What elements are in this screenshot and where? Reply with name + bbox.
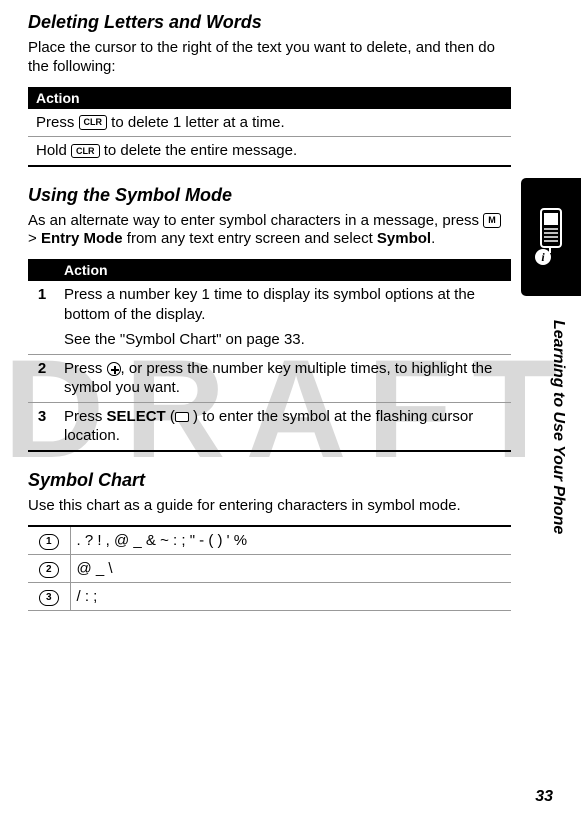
chars-cell: / : ;: [70, 583, 511, 611]
step-number: 2: [28, 354, 56, 402]
numkey-icon: 1: [39, 534, 59, 550]
table-row: Hold CLR to delete the entire message.: [28, 137, 511, 166]
key-cell: 3: [28, 583, 70, 611]
page-number: 33: [535, 788, 553, 806]
table-header: Action: [28, 87, 511, 109]
chars-cell: . ? ! , @ _ & ~ : ; " - ( ) ' %: [70, 526, 511, 555]
clr-key-icon: CLR: [79, 115, 108, 130]
clr-key-icon: CLR: [71, 144, 100, 159]
symbol-label: Symbol: [377, 230, 431, 247]
entry-mode-label: Entry Mode: [41, 230, 123, 247]
soft-key-icon: [175, 412, 189, 422]
nav-key-icon: [107, 362, 121, 376]
select-label: SELECT: [107, 408, 166, 425]
table-row: Press a number key 1 time to display its…: [56, 281, 511, 354]
key-cell: 1: [28, 526, 70, 555]
action-table-symbol: Action 1 Press a number key 1 time to di…: [28, 259, 511, 452]
heading-symbol-chart: Symbol Chart: [28, 470, 511, 491]
table-row: Press SELECT ( ) to enter the symbol at …: [56, 402, 511, 451]
key-cell: 2: [28, 555, 70, 583]
numkey-icon: 2: [39, 562, 59, 578]
chars-cell: @ _ \: [70, 555, 511, 583]
table-header: Action: [56, 259, 511, 281]
heading-deleting: Deleting Letters and Words: [28, 12, 511, 33]
table-row: Press , or press the number key multiple…: [56, 354, 511, 402]
intro-symbol-mode: As an alternate way to enter symbol char…: [28, 212, 511, 250]
menu-key-icon: M: [483, 213, 501, 228]
intro-deleting: Place the cursor to the right of the tex…: [28, 39, 511, 77]
table-row: Press CLR to delete 1 letter at a time.: [28, 109, 511, 137]
step-number: 3: [28, 402, 56, 451]
step-number: 1: [28, 281, 56, 354]
heading-symbol-mode: Using the Symbol Mode: [28, 185, 511, 206]
numkey-icon: 3: [39, 590, 59, 606]
symbol-chart-table: 1 . ? ! , @ _ & ~ : ; " - ( ) ' % 2 @ _ …: [28, 525, 511, 611]
action-table-delete: Action Press CLR to delete 1 letter at a…: [28, 87, 511, 167]
intro-symbol-chart: Use this chart as a guide for entering c…: [28, 497, 511, 516]
